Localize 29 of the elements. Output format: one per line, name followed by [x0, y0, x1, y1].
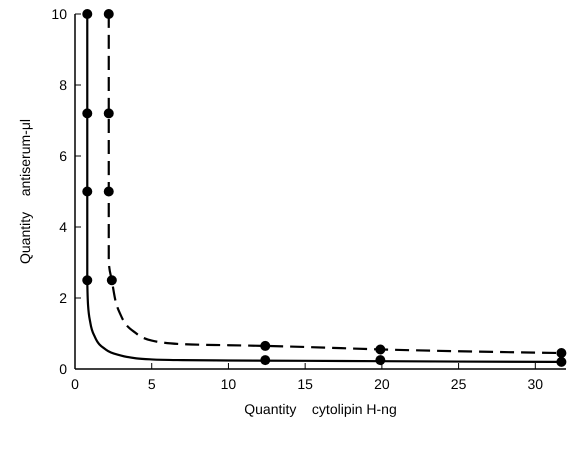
point	[556, 348, 566, 358]
y-tick-label: 2	[59, 290, 68, 306]
y-tick-label: 0	[59, 361, 68, 377]
point	[375, 355, 386, 366]
x-tick-label: 0	[71, 376, 80, 392]
point	[82, 275, 92, 286]
point	[556, 356, 566, 367]
x-tick-label: 15	[297, 376, 314, 392]
x-tick-label: 20	[374, 376, 390, 392]
point	[106, 275, 117, 286]
y-tick-label: 4	[59, 219, 68, 235]
x-tick-label: 5	[148, 376, 156, 392]
x-tick-label: 10	[220, 376, 236, 392]
x-tick-label: 25	[450, 376, 467, 392]
point	[82, 186, 92, 196]
x-tick-label: 30	[528, 376, 544, 392]
y-axis-title: Quantity antiserum-μl	[17, 118, 33, 264]
y-tick-label: 8	[59, 77, 68, 93]
point	[104, 9, 114, 19]
point	[260, 355, 270, 366]
x-axis-title: Quantity cytolipin H-ng	[244, 401, 397, 417]
point	[260, 340, 270, 351]
point	[104, 108, 114, 118]
point	[104, 186, 114, 196]
y-tick-label: 6	[59, 148, 68, 164]
point	[375, 344, 386, 354]
y-tick-label: 10	[51, 6, 68, 22]
point	[82, 108, 92, 118]
point	[82, 9, 92, 19]
